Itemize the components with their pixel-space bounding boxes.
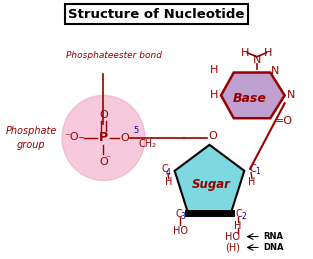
Text: N: N (287, 90, 295, 100)
Text: N: N (271, 66, 279, 76)
Text: Phosphateester bond: Phosphateester bond (66, 51, 162, 60)
Text: H: H (234, 221, 241, 231)
Text: C: C (249, 164, 256, 174)
Text: H: H (248, 177, 256, 187)
Text: C: C (236, 209, 243, 219)
Text: O: O (120, 133, 129, 143)
Text: HO: HO (225, 232, 240, 242)
Text: 2: 2 (242, 212, 246, 221)
Polygon shape (175, 145, 244, 213)
Text: CH₂: CH₂ (138, 139, 156, 149)
Text: C: C (161, 164, 168, 174)
Text: H: H (210, 64, 218, 75)
Text: ⁻O–: ⁻O– (64, 132, 85, 142)
Text: C: C (175, 209, 182, 219)
Text: ⁻: ⁻ (106, 155, 111, 165)
Text: O: O (208, 131, 217, 141)
Text: P: P (99, 131, 108, 145)
Text: Structure of Nucleotide: Structure of Nucleotide (68, 8, 245, 21)
Text: N: N (253, 55, 261, 65)
Text: H: H (264, 48, 273, 58)
Circle shape (62, 95, 145, 181)
Text: Base: Base (233, 92, 267, 105)
Text: O: O (99, 157, 108, 167)
Text: H: H (165, 177, 172, 187)
Text: 3: 3 (180, 212, 185, 221)
Text: H: H (241, 48, 249, 58)
Text: Sugar: Sugar (192, 178, 231, 191)
Text: (H): (H) (225, 242, 240, 253)
Text: 5: 5 (133, 126, 139, 135)
Text: HO: HO (173, 226, 188, 236)
Polygon shape (221, 73, 285, 118)
Text: 4: 4 (166, 168, 171, 177)
Text: DNA: DNA (263, 243, 283, 252)
Text: RNA: RNA (263, 232, 283, 241)
Text: H: H (210, 90, 218, 100)
Text: Phosphate
group: Phosphate group (6, 126, 57, 149)
Text: O: O (99, 110, 108, 120)
Text: 1: 1 (255, 167, 260, 176)
Text: =O: =O (275, 116, 293, 126)
